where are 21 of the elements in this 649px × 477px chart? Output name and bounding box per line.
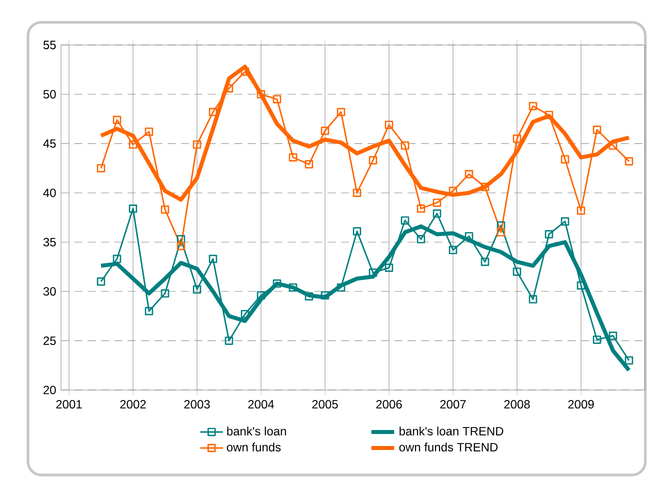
legend-label: own funds <box>226 442 281 452</box>
legend-label: bank's loan <box>227 426 286 436</box>
x-tick-label: 2003 <box>184 400 210 409</box>
x-tick-label: 2008 <box>504 400 530 409</box>
x-tick-label: 2002 <box>120 400 146 409</box>
x-tick-label: 2004 <box>248 400 274 409</box>
x-tick-label: 2009 <box>568 400 594 409</box>
x-tick-label: 2005 <box>312 400 338 409</box>
y-tick-label: 20 <box>44 386 56 394</box>
y-tick-label: 35 <box>43 238 56 246</box>
x-tick-label: 2007 <box>440 400 466 409</box>
y-tick-label: 25 <box>44 336 56 345</box>
y-tick-label: 40 <box>43 188 56 198</box>
y-tick-label: 55 <box>43 40 56 50</box>
x-tick-label: 2001 <box>56 400 82 409</box>
legend-label: own funds TREND <box>399 442 498 452</box>
y-tick-label: 30 <box>43 287 56 296</box>
x-tick-label: 2006 <box>376 400 402 409</box>
legend-label: bank's loan TREND <box>400 426 504 436</box>
y-tick-label: 50 <box>43 90 56 99</box>
y-tick-label: 45 <box>43 139 56 148</box>
